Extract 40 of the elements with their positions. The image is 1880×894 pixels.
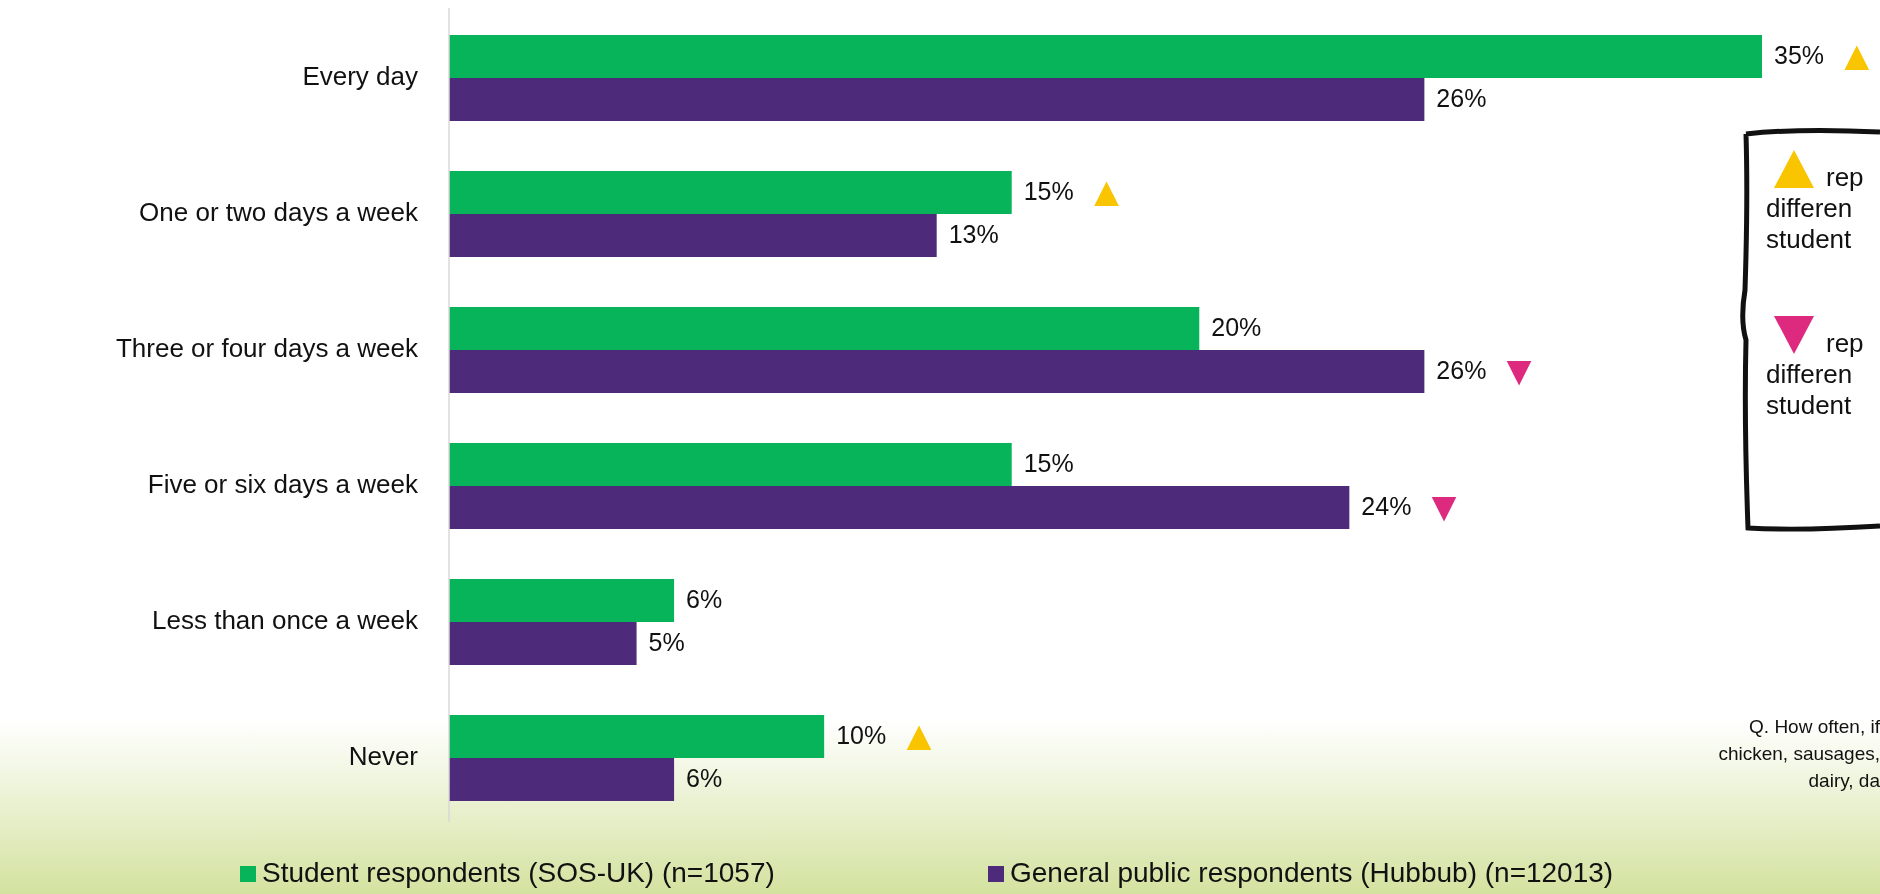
data-label: 35% (1774, 41, 1825, 70)
data-label: 5% (648, 628, 685, 657)
y-tick-label: Less than once a week (152, 604, 419, 635)
text: rep differen student (1766, 162, 1864, 254)
data-label: 26% (1436, 356, 1487, 385)
bar (449, 214, 937, 257)
bar (449, 307, 1200, 350)
annotation: Q. How often, if chicken, sausages, dairy, da (1718, 716, 1880, 791)
annotation: ▲ (898, 711, 940, 759)
bar (449, 622, 637, 665)
annotation: ▼ (1498, 346, 1540, 394)
data-label: 26% (1436, 84, 1487, 113)
legend-label: Student respondents (SOS-UK) (n=1057) (262, 857, 775, 889)
data-label: 13% (948, 220, 999, 249)
bar (449, 715, 825, 758)
bar (449, 486, 1350, 529)
annotation: ▼ (1423, 482, 1465, 530)
data-label: 6% (686, 764, 723, 793)
data-label: 24% (1361, 492, 1412, 521)
bar (449, 579, 675, 622)
y-tick-label: Five or six days a week (147, 468, 419, 499)
y-tick-label: Every day (302, 60, 418, 91)
data-label: 15% (1023, 177, 1074, 206)
data-label: 20% (1211, 313, 1262, 342)
annotation: ▲ (1836, 31, 1878, 79)
bar (449, 171, 1012, 214)
y-tick-label: Three or four days a week (115, 332, 419, 363)
bar (449, 350, 1425, 393)
data-label: 10% (836, 721, 887, 750)
annotation: ▲ (1085, 167, 1128, 215)
text: rep differen student (1766, 328, 1864, 420)
y-tick-label: Never (348, 740, 419, 771)
bar (449, 443, 1012, 486)
y-tick-label: One or two days a week (139, 196, 419, 227)
bar (449, 758, 675, 801)
data-label: 15% (1023, 449, 1074, 478)
legend-label: General public respondents (Hubbub) (n=12013) (1010, 857, 1614, 889)
data-label: 6% (686, 585, 723, 614)
bar (449, 35, 1762, 78)
bar (449, 78, 1425, 121)
